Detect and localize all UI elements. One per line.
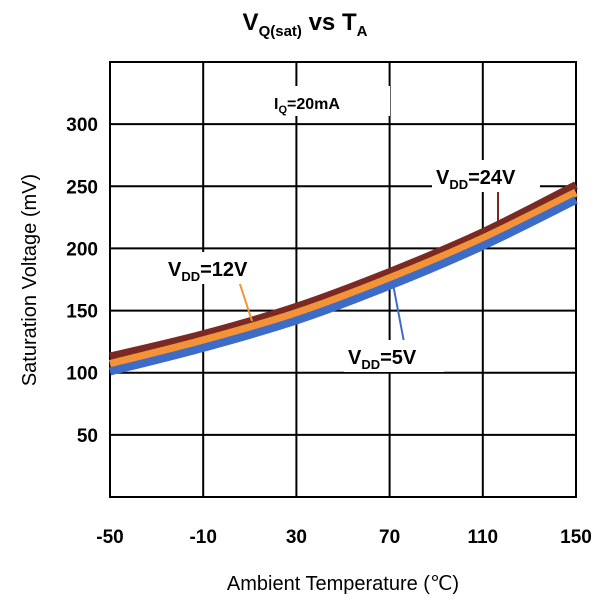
label-12v-sub: DD [181,269,200,284]
condition-label-bg [258,86,390,116]
leader-12v [237,277,253,322]
x-tick-labels: -50 -10 30 70 110 150 [96,527,592,548]
x-tick-label: 150 [560,527,592,548]
series-group [109,181,578,376]
title-main: V [243,9,259,36]
label-24v-bg [432,160,540,192]
label-12v-bg [164,252,280,284]
label-24v-prefix: V [436,167,450,189]
y-tick-label: 200 [66,239,98,260]
title-middle: vs T [302,9,357,36]
x-axis-label: Ambient Temperature (℃) [227,573,459,595]
x-tick-label: -50 [96,527,123,548]
y-tick-label: 100 [66,364,98,385]
series-label-24v: VDD=24V [436,167,516,192]
label-12v-suffix: =12V [200,259,248,281]
x-tick-label: -10 [189,527,216,548]
series-line-1 [109,188,578,368]
plot-frame [109,61,577,498]
title-middle-sub: A [357,23,368,40]
series-label-5v: VDD=5V [348,347,417,372]
x-tick-label: 110 [467,527,498,548]
condition-prefix: I [274,96,278,113]
series-line-0 [109,181,578,361]
y-tick-labels: 50 100 150 200 250 300 [66,115,98,447]
label-5v-suffix: =5V [380,347,417,369]
y-tick-label: 150 [66,302,98,323]
label-12v-prefix: V [168,259,182,281]
leader-5v [392,283,405,343]
label-5v-prefix: V [348,347,362,369]
condition-sub: Q [278,104,287,116]
y-tick-label: 50 [77,426,98,447]
y-axis-label: Saturation Voltage (mV) [19,174,41,386]
y-tick-label: 300 [66,115,98,136]
chart-title: VQ(sat) vs TA [243,9,368,40]
label-24v-suffix: =24V [468,167,516,189]
label-5v-bg [344,340,444,372]
condition-label: IQ=20mA [274,96,340,116]
series-line-2 [109,196,578,376]
y-tick-label: 250 [66,177,98,198]
label-24v-sub: DD [449,177,468,192]
title-main-sub: Q(sat) [259,23,302,40]
x-tick-label: 70 [379,527,400,548]
label-5v-sub: DD [361,357,380,372]
condition-suffix: =20mA [287,96,340,113]
x-tick-label: 30 [286,527,307,548]
series-label-12v: VDD=12V [168,259,248,284]
